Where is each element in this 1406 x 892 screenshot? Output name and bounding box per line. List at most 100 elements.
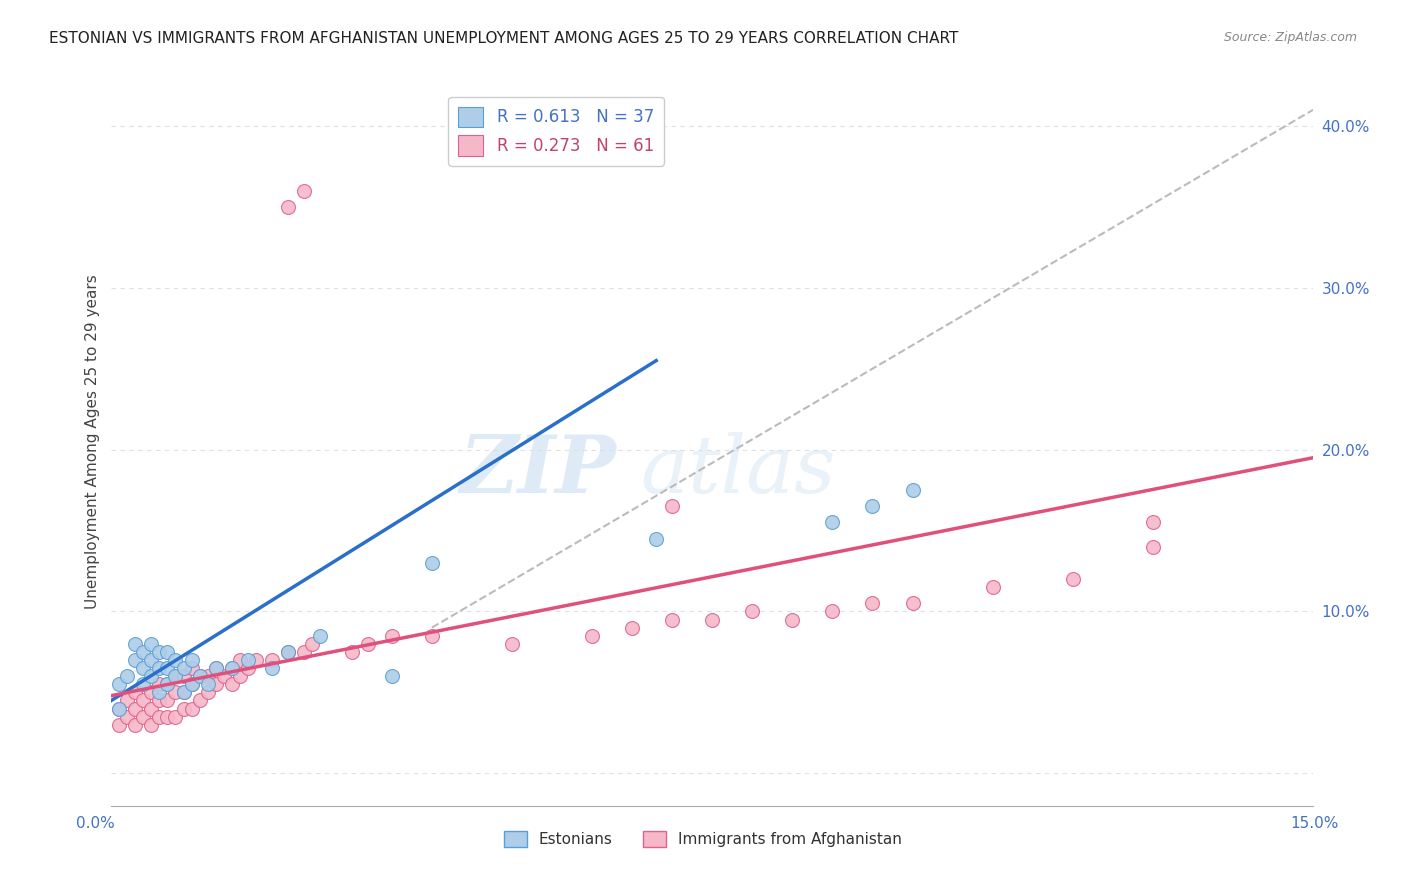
Point [741, 604, 763, 618]
Point [124, 717, 146, 731]
Point [180, 677, 202, 691]
Point [117, 693, 139, 707]
Text: 0.0%: 0.0% [76, 816, 115, 830]
Point [204, 677, 226, 691]
Point [156, 693, 179, 707]
Text: Source: ZipAtlas.com: Source: ZipAtlas.com [1223, 31, 1357, 45]
Point [1142, 540, 1164, 554]
Point [221, 661, 243, 675]
Legend: R = 0.613   N = 37, R = 0.273   N = 61: R = 0.613 N = 37, R = 0.273 N = 61 [449, 96, 664, 166]
Point [132, 677, 155, 691]
Point [141, 669, 163, 683]
Point [165, 653, 187, 667]
Point [165, 685, 187, 699]
Text: ESTONIAN VS IMMIGRANTS FROM AFGHANISTAN UNEMPLOYMENT AMONG AGES 25 TO 29 YEARS C: ESTONIAN VS IMMIGRANTS FROM AFGHANISTAN … [49, 31, 959, 46]
Point [1142, 516, 1164, 530]
Point [132, 709, 155, 723]
Point [197, 669, 219, 683]
Point [702, 613, 724, 627]
Point [132, 645, 155, 659]
Point [212, 669, 235, 683]
Point [156, 677, 179, 691]
Point [277, 200, 299, 214]
Point [357, 637, 380, 651]
Point [581, 629, 603, 643]
Point [204, 661, 226, 675]
Point [277, 645, 299, 659]
Point [277, 645, 299, 659]
Point [901, 596, 924, 610]
Point [420, 556, 443, 570]
Point [381, 629, 404, 643]
Point [661, 613, 683, 627]
Point [292, 184, 315, 198]
Point [148, 677, 170, 691]
Point [173, 685, 195, 699]
Point [141, 701, 163, 715]
Point [228, 653, 250, 667]
Point [645, 532, 668, 546]
Point [292, 645, 315, 659]
Point [821, 516, 844, 530]
Point [132, 661, 155, 675]
Point [156, 661, 179, 675]
Point [156, 645, 179, 659]
Point [340, 645, 363, 659]
Point [173, 685, 195, 699]
Point [148, 645, 170, 659]
Point [308, 629, 330, 643]
Point [180, 701, 202, 715]
Point [148, 685, 170, 699]
Text: 15.0%: 15.0% [1291, 816, 1339, 830]
Point [821, 604, 844, 618]
Point [124, 685, 146, 699]
Point [141, 685, 163, 699]
Point [180, 677, 202, 691]
Point [260, 653, 283, 667]
Point [180, 653, 202, 667]
Point [901, 483, 924, 497]
Point [180, 661, 202, 675]
Point [173, 701, 195, 715]
Point [221, 661, 243, 675]
Point [221, 677, 243, 691]
Point [501, 637, 523, 651]
Point [862, 500, 884, 514]
Point [197, 677, 219, 691]
Point [420, 629, 443, 643]
Point [108, 701, 131, 715]
Point [197, 685, 219, 699]
Text: ZIP: ZIP [460, 432, 616, 509]
Point [148, 661, 170, 675]
Point [236, 661, 259, 675]
Point [621, 621, 644, 635]
Point [981, 580, 1004, 594]
Point [188, 669, 211, 683]
Point [260, 661, 283, 675]
Point [156, 709, 179, 723]
Point [1062, 572, 1084, 586]
Point [117, 669, 139, 683]
Point [173, 661, 195, 675]
Point [236, 653, 259, 667]
Point [124, 653, 146, 667]
Point [165, 669, 187, 683]
Point [165, 669, 187, 683]
Y-axis label: Unemployment Among Ages 25 to 29 years: Unemployment Among Ages 25 to 29 years [86, 274, 100, 609]
Point [141, 637, 163, 651]
Point [108, 717, 131, 731]
Point [165, 709, 187, 723]
Text: atlas: atlas [640, 432, 835, 509]
Point [245, 653, 267, 667]
Point [108, 677, 131, 691]
Point [301, 637, 323, 651]
Point [188, 669, 211, 683]
Point [204, 661, 226, 675]
Point [661, 500, 683, 514]
Point [117, 709, 139, 723]
Point [141, 653, 163, 667]
Point [228, 669, 250, 683]
Point [381, 669, 404, 683]
Point [132, 693, 155, 707]
Point [141, 717, 163, 731]
